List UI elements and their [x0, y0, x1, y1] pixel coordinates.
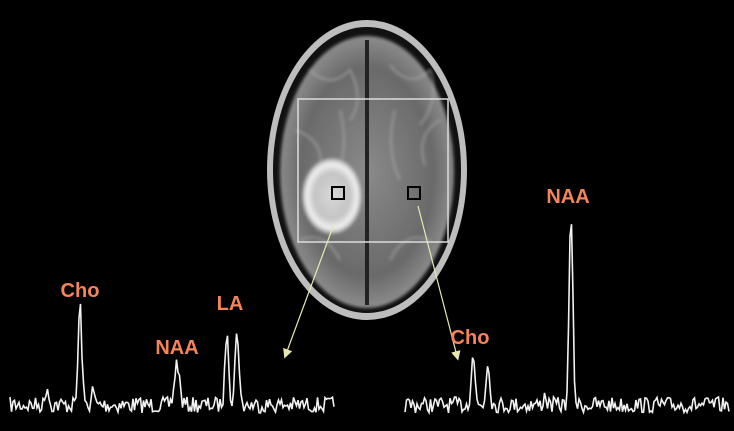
peak-label: LA: [217, 293, 244, 315]
brain-image: [267, 20, 467, 320]
peak-label: NAA: [155, 337, 198, 359]
peak-label: NAA: [546, 186, 589, 208]
peak-label: Cho: [451, 327, 490, 349]
peak-label: Cho: [61, 280, 100, 302]
mrs-figure: Cho NAA LA Cho NAA: [0, 0, 734, 431]
